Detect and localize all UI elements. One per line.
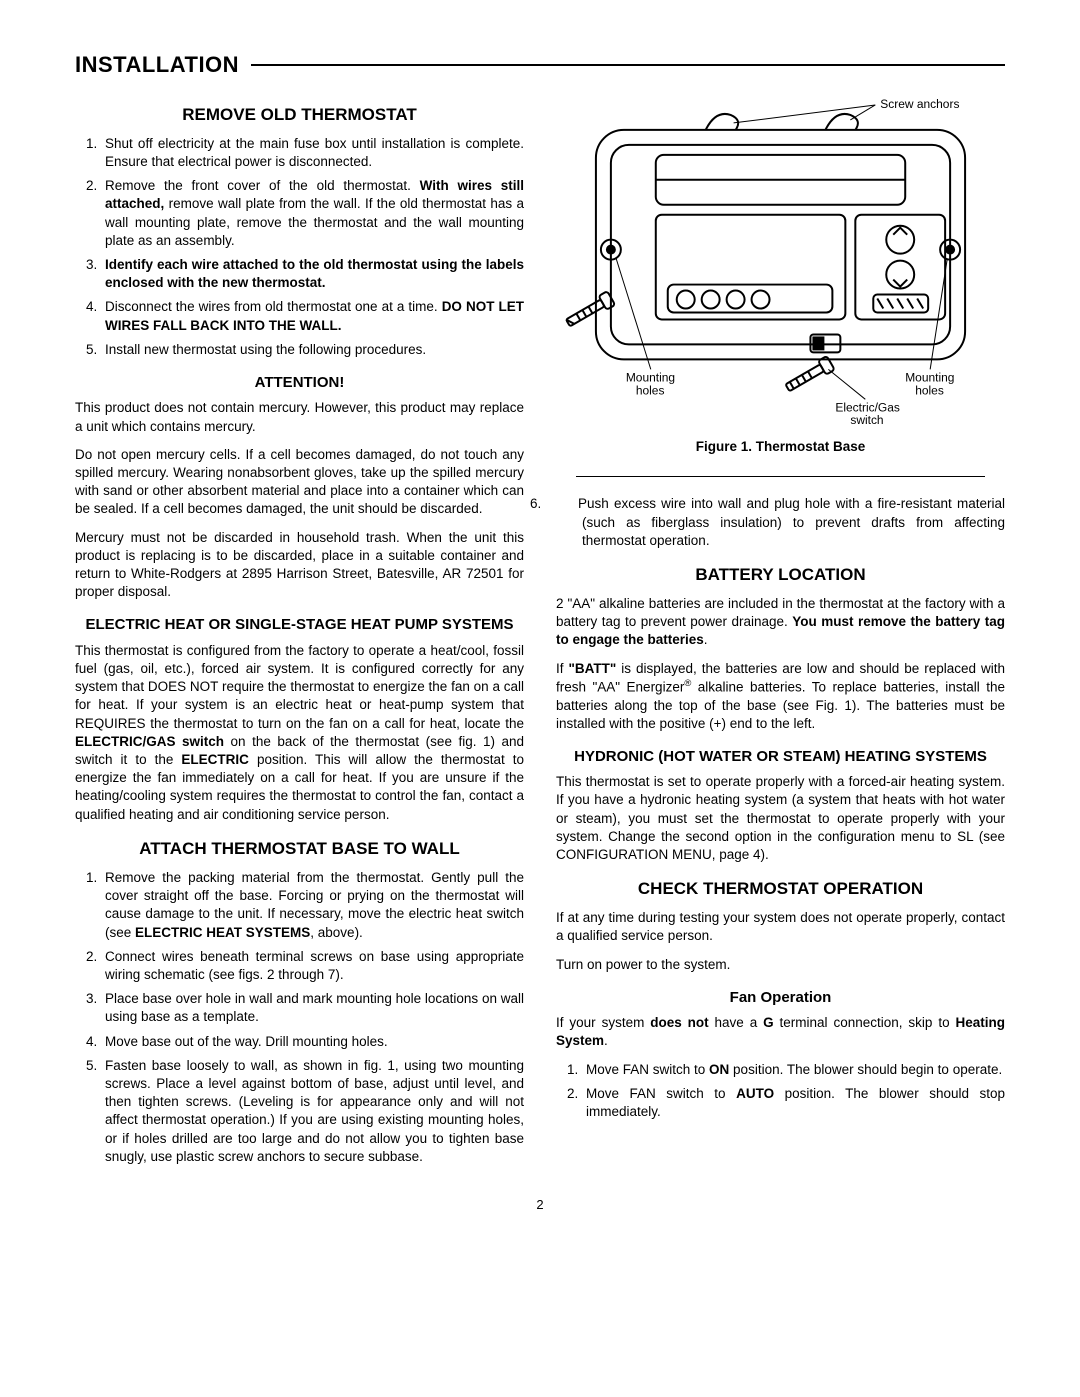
label-mounting-holes-right: Mountingholes	[905, 370, 954, 397]
remove-steps-list: Shut off electricity at the main fuse bo…	[75, 135, 524, 359]
attention-title: ATTENTION!	[75, 373, 524, 393]
thermostat-base-diagram: Screw anchors Mountingholes Mountinghole…	[556, 90, 1005, 429]
list-item: Fasten base loosely to wall, as shown in…	[101, 1057, 524, 1166]
attach-steps-list: Remove the packing material from the the…	[75, 869, 524, 1166]
check-p1: If at any time during testing your syste…	[556, 909, 1005, 945]
attention-p2: Do not open mercury cells. If a cell bec…	[75, 446, 524, 519]
list-item: Connect wires beneath terminal screws on…	[101, 948, 524, 984]
fan-intro: If your system does not have a G termina…	[556, 1014, 1005, 1050]
electric-heat-title: ELECTRIC HEAT OR SINGLE-STAGE HEAT PUMP …	[75, 615, 524, 635]
attach-base-title: ATTACH THERMOSTAT BASE TO WALL	[75, 838, 524, 861]
hydronic-p: This thermostat is set to operate proper…	[556, 773, 1005, 864]
check-operation-title: CHECK THERMOSTAT OPERATION	[556, 878, 1005, 901]
list-item: Push excess wire into wall and plug hole…	[556, 495, 1005, 550]
fan-operation-title: Fan Operation	[556, 988, 1005, 1008]
attention-p3: Mercury must not be discarded in househo…	[75, 529, 524, 602]
list-item: Shut off electricity at the main fuse bo…	[101, 135, 524, 171]
fan-steps-list: Move FAN switch to ON position. The blow…	[556, 1061, 1005, 1122]
installation-heading-text: INSTALLATION	[75, 50, 239, 80]
attention-p1: This product does not contain mercury. H…	[75, 399, 524, 435]
remove-old-thermostat-title: REMOVE OLD THERMOSTAT	[75, 104, 524, 127]
list-item: Move base out of the way. Drill mounting…	[101, 1033, 524, 1051]
list-item: Identify each wire attached to the old t…	[101, 256, 524, 292]
hydronic-title: HYDRONIC (HOT WATER OR STEAM) HEATING SY…	[556, 747, 1005, 767]
battery-p1: 2 "AA" alkaline batteries are included i…	[556, 595, 1005, 650]
battery-location-title: BATTERY LOCATION	[556, 564, 1005, 587]
page-number: 2	[75, 1196, 1005, 1214]
list-item: Remove the packing material from the the…	[101, 869, 524, 942]
heading-rule	[251, 64, 1005, 66]
list-item: Disconnect the wires from old thermostat…	[101, 298, 524, 334]
installation-heading: INSTALLATION	[75, 50, 1005, 80]
figure-1-block: Screw anchors Mountingholes Mountinghole…	[556, 90, 1005, 478]
figure-1-caption: Figure 1. Thermostat Base	[556, 438, 1005, 456]
label-elec-gas: Electric/Gasswitch	[835, 400, 900, 427]
attach-step-6-list: Push excess wire into wall and plug hole…	[556, 495, 1005, 550]
list-item: Move FAN switch to ON position. The blow…	[582, 1061, 1005, 1079]
figure-rule	[576, 476, 985, 477]
list-item: Move FAN switch to AUTO position. The bl…	[582, 1085, 1005, 1121]
list-item: Place base over hole in wall and mark mo…	[101, 990, 524, 1026]
list-item: Install new thermostat using the followi…	[101, 341, 524, 359]
check-p2: Turn on power to the system.	[556, 956, 1005, 974]
battery-p2: If "BATT" is displayed, the batteries ar…	[556, 660, 1005, 733]
list-item: Remove the front cover of the old thermo…	[101, 177, 524, 250]
label-mounting-holes-left: Mountingholes	[626, 370, 675, 397]
electric-heat-paragraph: This thermostat is configured from the f…	[75, 642, 524, 824]
label-screw-anchors: Screw anchors	[880, 97, 959, 111]
